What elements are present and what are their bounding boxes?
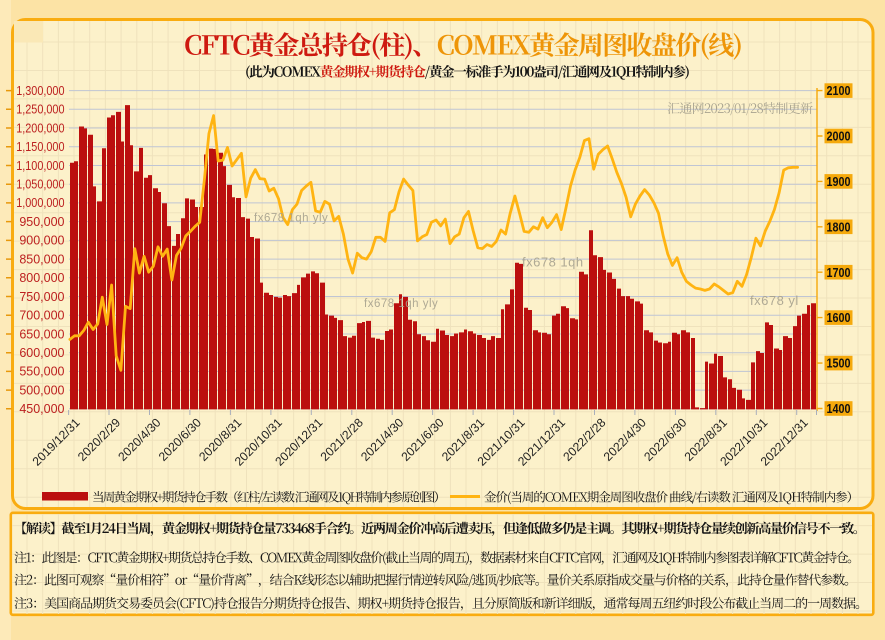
svg-text:1,150,000: 1,150,000 — [16, 140, 64, 154]
svg-text:850,000: 850,000 — [19, 252, 64, 266]
svg-text:1,000,000: 1,000,000 — [16, 196, 64, 210]
svg-text:1700: 1700 — [827, 265, 851, 280]
svg-text:600,000: 600,000 — [19, 346, 64, 360]
svg-text:550,000: 550,000 — [19, 365, 64, 379]
svg-text:1400: 1400 — [827, 401, 851, 416]
svg-text:500,000: 500,000 — [19, 383, 64, 397]
svg-text:1,300,000: 1,300,000 — [16, 84, 64, 98]
svg-text:750,000: 750,000 — [19, 290, 64, 304]
svg-text:fx678 yl: fx678 yl — [750, 293, 799, 308]
svg-text:1800: 1800 — [827, 219, 851, 234]
svg-text:1,100,000: 1,100,000 — [16, 159, 64, 173]
svg-text:1,250,000: 1,250,000 — [16, 103, 64, 117]
svg-text:900,000: 900,000 — [19, 234, 64, 248]
svg-text:950,000: 950,000 — [19, 215, 64, 229]
svg-text:fx678 1qh: fx678 1qh — [522, 255, 584, 270]
svg-text:800,000: 800,000 — [19, 271, 64, 285]
svg-text:1,050,000: 1,050,000 — [16, 178, 64, 192]
svg-text:fx678 1qh yly: fx678 1qh yly — [254, 213, 328, 225]
svg-text:700,000: 700,000 — [19, 309, 64, 323]
svg-text:1900: 1900 — [827, 174, 851, 189]
svg-text:1500: 1500 — [827, 356, 851, 371]
svg-text:2000: 2000 — [827, 129, 851, 144]
svg-text:fx678 1qh yly: fx678 1qh yly — [364, 298, 438, 310]
svg-text:450,000: 450,000 — [19, 402, 64, 416]
svg-text:1600: 1600 — [827, 310, 851, 325]
svg-text:1,200,000: 1,200,000 — [16, 121, 64, 135]
svg-text:650,000: 650,000 — [19, 327, 64, 341]
svg-text:2100: 2100 — [827, 83, 851, 98]
